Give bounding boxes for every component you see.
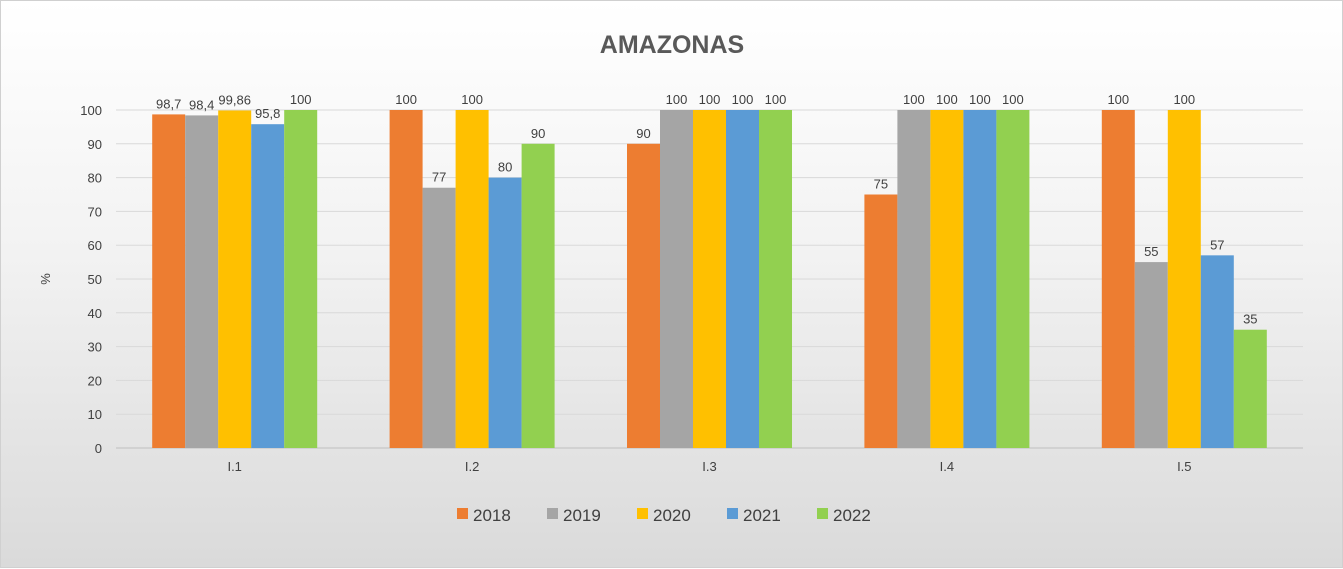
bar-2021-I.4	[963, 110, 997, 448]
data-label: 98,4	[189, 97, 214, 112]
bar-2022-I.1	[284, 110, 318, 448]
bars	[152, 110, 1267, 449]
y-axis-label: %	[38, 273, 53, 285]
y-tick-label: 60	[88, 238, 102, 253]
y-tick-label: 20	[88, 373, 102, 388]
data-labels: 98,7 98,4 99,86 95,8 100 100 77 100 80 90 90 100 100…	[156, 92, 1257, 327]
bar-2021-I.3	[726, 110, 759, 448]
data-label: 100	[290, 92, 312, 107]
bar-2022-I.2	[521, 143, 555, 449]
legend-swatch-2022	[817, 508, 828, 519]
y-tick-label: 30	[88, 340, 102, 355]
y-tick-label: 10	[88, 407, 102, 422]
axis-ticks: 0 10 20 30 40 50 60 70 80 90 100 I.1 I.2 I.3 I.4 I.5	[80, 103, 1191, 474]
data-label: 100	[732, 92, 754, 107]
legend-item-2019: 2019	[563, 506, 601, 525]
bar-2019-I.1	[185, 115, 219, 449]
bar-2021-I.5	[1200, 255, 1234, 448]
bar-2018-I.3	[627, 143, 660, 449]
data-label: 100	[666, 92, 688, 107]
data-label: 99,86	[218, 92, 251, 107]
bar-2022-I.5	[1233, 329, 1267, 448]
y-tick-label: 80	[88, 171, 102, 186]
y-tick-label: 70	[88, 204, 102, 219]
bar-2018-I.4	[864, 194, 898, 448]
data-label: 100	[699, 92, 721, 107]
bar-2019-I.2	[422, 187, 456, 449]
data-label: 90	[531, 126, 545, 141]
bar-2019-I.5	[1134, 262, 1168, 448]
data-label: 100	[1173, 92, 1195, 107]
x-tick-label: I.5	[1177, 459, 1191, 474]
chart-title: AMAZONAS	[600, 31, 744, 59]
data-label: 75	[874, 177, 888, 192]
legend-swatch-2021	[727, 508, 738, 519]
data-label: 80	[498, 160, 512, 175]
data-label: 100	[765, 92, 787, 107]
bar-2018-I.5	[1101, 110, 1135, 448]
y-tick-label: 50	[88, 272, 102, 287]
bar-2020-I.4	[930, 110, 964, 448]
data-label: 98,7	[156, 96, 181, 111]
data-label: 100	[903, 92, 925, 107]
legend-item-2018: 2018	[473, 506, 511, 525]
x-tick-label: I.4	[940, 459, 954, 474]
y-tick-label: 40	[88, 306, 102, 321]
y-tick-label: 90	[88, 137, 102, 152]
bar-2022-I.4	[996, 110, 1030, 448]
bar-2021-I.1	[251, 124, 285, 449]
y-tick-label: 100	[80, 103, 102, 118]
legend-item-2020: 2020	[653, 506, 691, 525]
data-label: 100	[969, 92, 991, 107]
data-label: 35	[1243, 312, 1257, 327]
data-label: 77	[432, 170, 446, 185]
bar-2018-I.2	[389, 110, 423, 448]
bar-2019-I.4	[897, 110, 931, 448]
data-label: 100	[1107, 92, 1129, 107]
bar-2020-I.3	[693, 110, 726, 448]
bar-2020-I.2	[455, 110, 489, 448]
data-label: 90	[636, 126, 650, 141]
bar-2021-I.2	[488, 177, 522, 448]
bar-2022-I.3	[759, 110, 792, 448]
data-label: 100	[936, 92, 958, 107]
data-label: 55	[1144, 244, 1158, 259]
legend-item-2022: 2022	[833, 506, 871, 525]
data-label: 100	[1002, 92, 1024, 107]
bar-2020-I.1	[218, 110, 252, 448]
bar-2018-I.1	[152, 114, 186, 449]
data-label: 100	[395, 92, 417, 107]
legend-item-2021: 2021	[743, 506, 781, 525]
legend-swatch-2018	[457, 508, 468, 519]
legend-swatch-2019	[547, 508, 558, 519]
data-label: 57	[1210, 237, 1224, 252]
data-label: 100	[461, 92, 483, 107]
legend: 2018 2019 2020 2021 2022	[457, 506, 871, 525]
data-label: 95,8	[255, 106, 280, 121]
bar-2019-I.3	[660, 110, 693, 448]
x-tick-label: I.1	[227, 459, 241, 474]
y-tick-label: 0	[95, 441, 102, 456]
legend-swatch-2020	[637, 508, 648, 519]
bar-2020-I.5	[1167, 110, 1201, 448]
x-tick-label: I.2	[465, 459, 479, 474]
x-tick-label: I.3	[702, 459, 716, 474]
